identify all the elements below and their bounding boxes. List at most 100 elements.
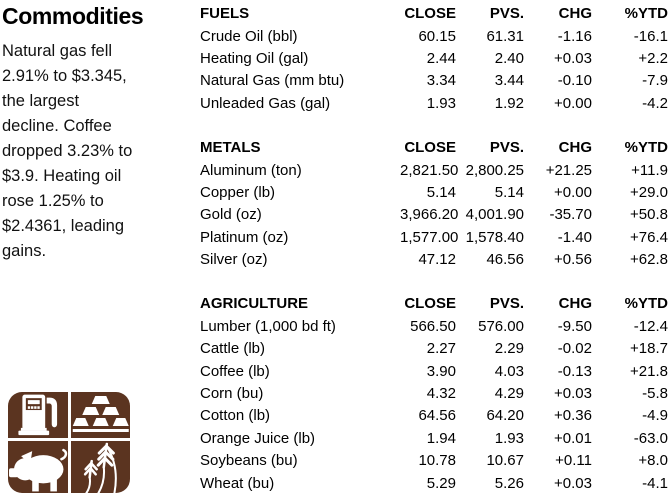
cell-pvs: 4.03 (494, 362, 524, 380)
cell-pvs: 576.00 (478, 317, 524, 335)
column-header-pvs: PVS. (489, 295, 524, 313)
cell-chg: -0.13 (557, 362, 592, 380)
row-label: Gold (oz) (200, 206, 262, 224)
cell-chg: -0.10 (557, 72, 592, 90)
wheat-icon (70, 441, 130, 493)
column-header-chg: CHG (558, 5, 592, 23)
table-row: Cattle (lb) 2.27 2.29 -0.02 +18.7 (200, 338, 668, 360)
cell-ytd: +50.8 (630, 206, 668, 224)
cell-pvs: 1,578.40 (465, 228, 524, 246)
commodities-icon-grid (8, 392, 130, 493)
row-label: Aluminum (ton) (200, 161, 302, 179)
cell-ytd: +2.2 (638, 49, 668, 67)
cell-close: 64.56 (418, 407, 456, 425)
cell-pvs: 4.29 (494, 385, 524, 403)
cell-close: 4.32 (426, 385, 456, 403)
summary-text: Natural gas fell 2.91% to $3.345, the la… (2, 42, 133, 260)
table-row: Natural Gas (mm btu) 3.34 3.44 -0.10 -7.9 (200, 70, 668, 92)
cell-chg: +0.36 (554, 407, 592, 425)
row-label: Soybeans (bu) (200, 452, 298, 470)
cell-ytd: -5.8 (642, 385, 668, 403)
cell-close: 566.50 (410, 317, 456, 335)
table-row: Copper (lb) 5.14 5.14 +0.00 +29.0 (200, 182, 668, 204)
row-label: Orange Juice (lb) (200, 429, 316, 447)
cell-close: 10.78 (418, 452, 456, 470)
left-column: Commodities Natural gas fell 2.91% to $3… (2, 3, 190, 264)
gold-bars-icon (70, 392, 130, 438)
table-row: Platinum (oz) 1,577.00 1,578.40 -1.40 +76.4 (200, 227, 668, 249)
section-title: AGRICULTURE (200, 295, 309, 313)
cell-close: 5.29 (426, 474, 456, 492)
table-row: Gold (oz) 3,966.20 4,001.90 -35.70 +50.8 (200, 204, 668, 226)
row-label: Crude Oil (bbl) (200, 27, 298, 45)
table-row: Aluminum (ton) 2,821.50 2,800.25 +21.25 +11.… (200, 159, 668, 181)
cell-ytd: +76.4 (630, 228, 668, 246)
table-row: Corn (bu) 4.32 4.29 +0.03 -5.8 (200, 383, 668, 405)
cell-pvs: 46.56 (486, 251, 524, 269)
cell-pvs: 61.31 (486, 27, 524, 45)
column-header-ytd: %YTD (624, 139, 668, 157)
column-header-close: CLOSE (404, 139, 456, 157)
cell-chg: -9.50 (557, 317, 592, 335)
cell-chg: +0.03 (554, 385, 592, 403)
table-row: Silver (oz) 47.12 46.56 +0.56 +62.8 (200, 249, 668, 271)
cell-pvs: 2.40 (494, 49, 524, 67)
cell-chg: +21.25 (545, 161, 592, 179)
cell-chg: +0.03 (554, 474, 592, 492)
cell-close: 3,966.20 (400, 206, 459, 224)
cell-pvs: 1.93 (494, 429, 524, 447)
table-row: Unleaded Gas (gal) 1.93 1.92 +0.00 -4.2 (200, 93, 668, 115)
cell-pvs: 2.29 (494, 340, 524, 358)
cell-close: 3.90 (426, 362, 456, 380)
column-header-ytd: %YTD (624, 295, 668, 313)
table-row: Orange Juice (lb) 1.94 1.93 +0.01 -63.0 (200, 428, 668, 450)
table-row: Wheat (bu) 5.29 5.26 +0.03 -4.1 (200, 472, 668, 494)
row-label: Corn (bu) (200, 385, 264, 403)
cell-ytd: -7.9 (642, 72, 668, 90)
cell-pvs: 3.44 (494, 72, 524, 90)
cell-chg: +0.01 (554, 429, 592, 447)
page-title: Commodities (2, 3, 144, 29)
cell-ytd: -16.1 (633, 27, 668, 45)
cell-pvs: 5.26 (494, 474, 524, 492)
cell-ytd: -4.1 (642, 474, 668, 492)
cell-ytd: +8.0 (638, 452, 668, 470)
cell-close: 5.14 (426, 183, 456, 201)
table-section-metals: METALS CLOSE PVS. CHG %YTD Aluminum (ton) 2,82… (200, 137, 668, 271)
cell-chg: +0.11 (555, 452, 592, 470)
cell-ytd: +62.8 (630, 251, 668, 269)
table-row: Crude Oil (bbl) 60.15 61.31 -1.16 -16.1 (200, 25, 668, 47)
row-label: Copper (lb) (200, 183, 276, 201)
cell-ytd: -4.9 (642, 407, 668, 425)
cell-close: 1.94 (426, 429, 456, 447)
cell-chg: -35.70 (549, 206, 592, 224)
row-label: Unleaded Gas (gal) (200, 94, 331, 112)
cell-close: 2.44 (426, 49, 456, 67)
section-header-row: FUELS CLOSE PVS. CHG %YTD (200, 3, 668, 25)
cell-ytd: -12.4 (633, 317, 668, 335)
row-label: Wheat (bu) (200, 474, 275, 492)
table-row: Coffee (lb) 3.90 4.03 -0.13 +21.8 (200, 360, 668, 382)
cell-pvs: 5.14 (494, 183, 524, 201)
column-header-chg: CHG (558, 295, 592, 313)
cell-close: 2.27 (426, 340, 456, 358)
table-row: Heating Oil (gal) 2.44 2.40 +0.03 +2.2 (200, 48, 668, 70)
row-label: Cotton (lb) (200, 407, 271, 425)
fuel-pump-icon (8, 392, 68, 438)
cell-chg: +0.00 (554, 94, 592, 112)
column-header-close: CLOSE (404, 295, 456, 313)
table-section-fuels: FUELS CLOSE PVS. CHG %YTD Crude Oil (bbl) 60.1… (200, 3, 668, 115)
section-header-row: AGRICULTURE CLOSE PVS. CHG %YTD (200, 293, 668, 315)
table-section-agriculture: AGRICULTURE CLOSE PVS. CHG %YTD Lumber (1,000… (200, 293, 668, 495)
cell-ytd: -63.0 (633, 429, 668, 447)
table-row: Lumber (1,000 bd ft) 566.50 576.00 -9.50 -12… (200, 316, 668, 338)
table-row: Cotton (lb) 64.56 64.20 +0.36 -4.9 (200, 405, 668, 427)
cell-pvs: 10.67 (486, 452, 524, 470)
cell-chg: -1.40 (557, 228, 592, 246)
cell-chg: -1.16 (557, 27, 592, 45)
cell-chg: +0.00 (554, 183, 592, 201)
cell-close: 60.15 (418, 27, 456, 45)
column-header-ytd: %YTD (624, 5, 668, 23)
row-label: Natural Gas (mm btu) (200, 72, 345, 90)
cell-close: 1,577.00 (400, 228, 459, 246)
